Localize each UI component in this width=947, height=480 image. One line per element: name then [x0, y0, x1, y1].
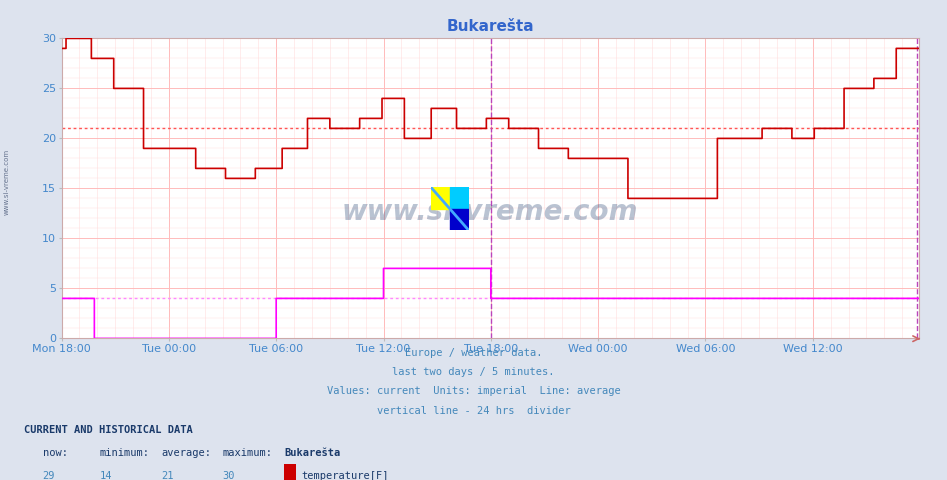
Text: Values: current  Units: imperial  Line: average: Values: current Units: imperial Line: av…	[327, 386, 620, 396]
Text: www.si-vreme.com: www.si-vreme.com	[4, 149, 9, 216]
Bar	[450, 187, 469, 209]
Text: 21: 21	[161, 471, 173, 480]
Text: Europe / weather data.: Europe / weather data.	[404, 348, 543, 358]
Text: 29: 29	[43, 471, 55, 480]
Text: 30: 30	[223, 471, 235, 480]
Text: now:: now:	[43, 448, 67, 458]
Text: last two days / 5 minutes.: last two days / 5 minutes.	[392, 367, 555, 377]
Text: minimum:: minimum:	[99, 448, 150, 458]
Text: vertical line - 24 hrs  divider: vertical line - 24 hrs divider	[377, 406, 570, 416]
Text: 14: 14	[99, 471, 112, 480]
Text: www.si-vreme.com: www.si-vreme.com	[342, 198, 638, 227]
Bar	[450, 209, 469, 230]
Text: CURRENT AND HISTORICAL DATA: CURRENT AND HISTORICAL DATA	[24, 425, 192, 435]
Text: Bukarešta: Bukarešta	[284, 448, 340, 458]
Title: Bukarešta: Bukarešta	[446, 20, 534, 35]
Text: temperature[F]: temperature[F]	[301, 471, 388, 480]
Text: average:: average:	[161, 448, 211, 458]
Bar	[431, 187, 450, 209]
Text: maximum:: maximum:	[223, 448, 273, 458]
